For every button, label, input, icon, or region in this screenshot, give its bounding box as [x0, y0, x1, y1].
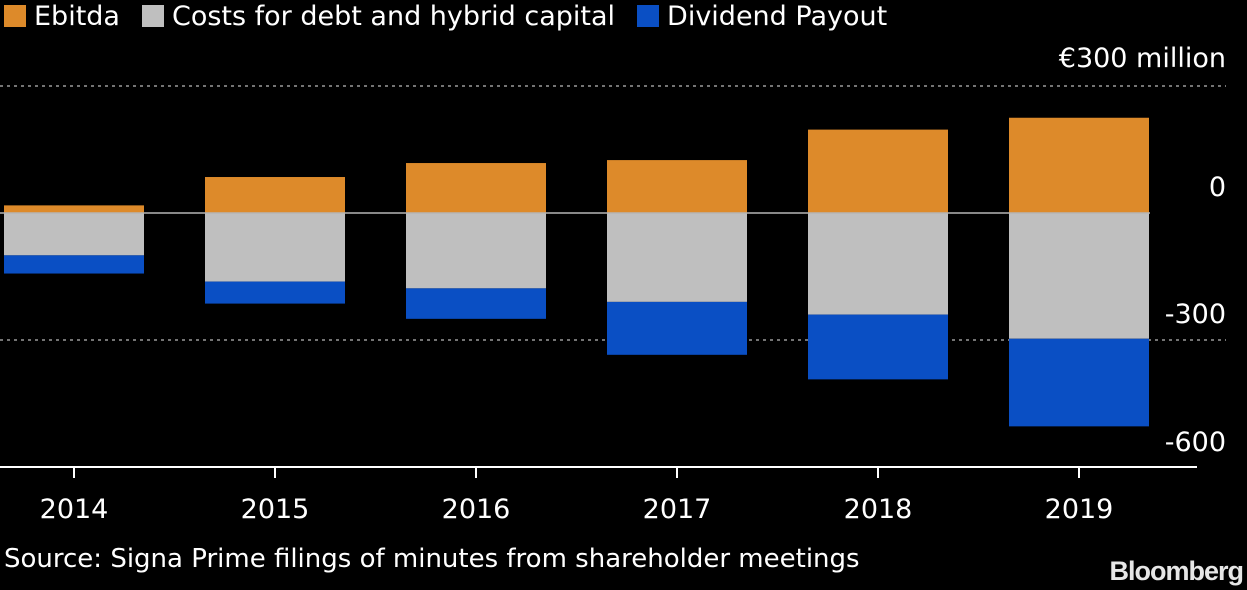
legend-item-ebitda: Ebitda	[4, 1, 120, 32]
bar-2016-dividend-payout	[406, 288, 546, 319]
legend-swatch-costs	[141, 5, 164, 27]
bar-2015-ebitda	[205, 177, 345, 213]
bar-2015-dividend-payout	[205, 281, 345, 304]
legend-label-costs: Costs for debt and hybrid capital	[171, 0, 616, 32]
bar-2016-costs-for-debt-and-hybrid-capital	[406, 213, 546, 289]
x-tick-label-2018: 2018	[844, 494, 913, 525]
bar-2014-ebitda	[4, 205, 144, 213]
bar-2019-dividend-payout	[1009, 338, 1149, 427]
x-tick-label-2014: 2014	[40, 494, 109, 525]
bar-2018-ebitda	[808, 129, 948, 213]
y-tick-label--600: -600	[1165, 427, 1226, 458]
bar-2014-costs-for-debt-and-hybrid-capital	[4, 213, 144, 256]
x-tick-label-2019: 2019	[1045, 494, 1114, 525]
bar-2017-dividend-payout	[607, 301, 747, 355]
bar-2017-ebitda	[607, 160, 747, 213]
legend-swatch-ebitda	[4, 5, 26, 27]
bar-2014-dividend-payout	[4, 255, 144, 274]
y-tick-label--300: -300	[1165, 299, 1226, 330]
bar-2016-ebitda	[406, 163, 546, 213]
legend-swatch-dividend	[637, 5, 660, 27]
x-tick-label-2015: 2015	[241, 494, 310, 525]
legend-item-dividend: Dividend Payout	[637, 1, 887, 32]
source-note: Source: Signa Prime filings of minutes f…	[4, 544, 860, 574]
legend-item-costs: Costs for debt and hybrid capital	[141, 0, 616, 32]
chart: 2014 2015 2016 2017 2018 2019 €300 million 0 -30…	[0, 43, 1226, 525]
x-tick-label-2016: 2016	[442, 494, 511, 525]
y-tick-label-300: €300 million	[1059, 43, 1226, 74]
bar-2018-costs-for-debt-and-hybrid-capital	[808, 213, 948, 315]
legend-label-dividend: Dividend Payout	[667, 0, 888, 32]
bar-2019-ebitda	[1009, 117, 1149, 213]
legend: Ebitda Costs for debt and hybrid capital…	[4, 0, 909, 32]
bar-2017-costs-for-debt-and-hybrid-capital	[607, 213, 747, 302]
bar-2019-costs-for-debt-and-hybrid-capital	[1009, 213, 1149, 339]
x-tick-label-2017: 2017	[643, 494, 712, 525]
y-tick-label-0: 0	[1209, 172, 1226, 203]
bloomberg-logo: Bloomberg	[1109, 556, 1244, 586]
legend-label-ebitda: Ebitda	[34, 0, 120, 32]
bar-2015-costs-for-debt-and-hybrid-capital	[205, 213, 345, 282]
bar-2018-dividend-payout	[808, 314, 948, 380]
